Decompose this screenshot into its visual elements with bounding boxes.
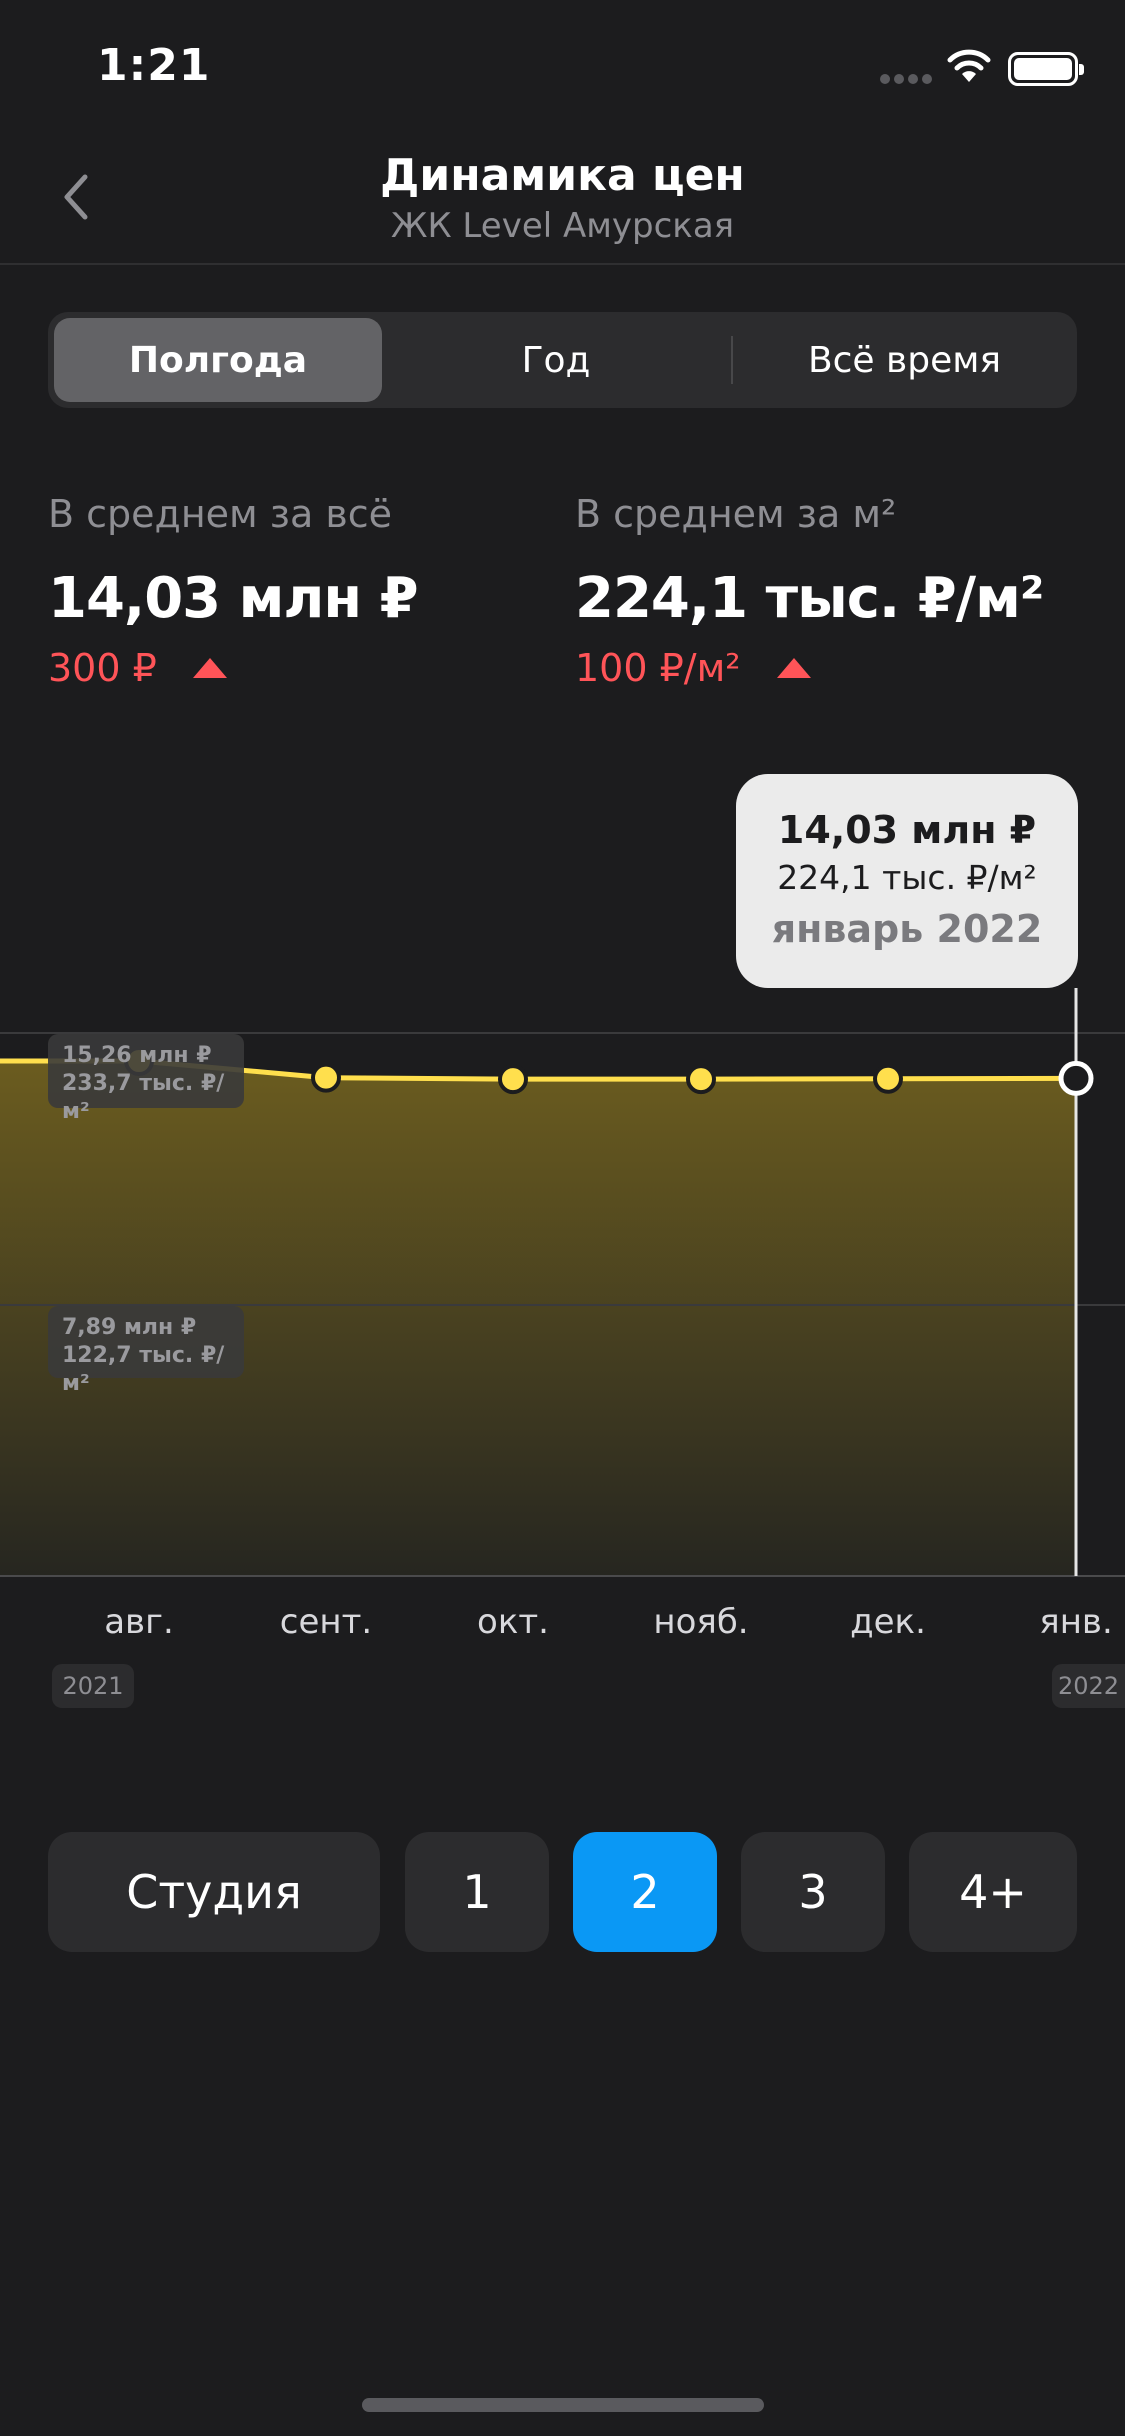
tab-half-year[interactable]: Полгода xyxy=(54,318,382,402)
tab-year[interactable]: Год xyxy=(521,339,591,381)
home-indicator xyxy=(362,2398,764,2412)
room-filter-4plus[interactable]: 4+ xyxy=(909,1832,1077,1952)
scale-label-upper: 15,26 млн ₽ 233,7 тыс. ₽/м² xyxy=(48,1034,244,1124)
average-per-meter-delta-text: 100 ₽/м² xyxy=(575,646,741,690)
status-time: 1:21 xyxy=(97,40,211,91)
chart-point[interactable] xyxy=(873,1063,903,1094)
average-total-delta: 300 ₽ xyxy=(48,646,227,690)
tooltip-per-meter: 224,1 тыс. ₽/м² xyxy=(777,858,1037,897)
x-tick-label: янв. xyxy=(1039,1602,1113,1642)
average-per-meter-delta: 100 ₽/м² xyxy=(575,646,811,690)
year-badge-end: 2022 xyxy=(1052,1664,1125,1708)
page-title: Динамика цен xyxy=(380,150,745,201)
chart-point[interactable] xyxy=(498,1064,528,1095)
scale-label-lower-per-meter: 122,7 тыс. ₽/м² xyxy=(62,1343,225,1396)
tab-all-time[interactable]: Всё время xyxy=(807,339,1002,381)
x-tick-label: авг. xyxy=(104,1602,174,1642)
chart-area-fill xyxy=(0,1061,1076,1576)
average-per-meter-value: 224,1 тыс. ₽/м² xyxy=(575,566,1044,631)
tooltip-date: январь 2022 xyxy=(771,907,1043,951)
average-total-label: В среднем за всё xyxy=(48,492,393,536)
segment-divider xyxy=(731,336,733,384)
scale-label-upper-price: 15,26 млн ₽ xyxy=(62,1043,212,1068)
x-tick-label: окт. xyxy=(477,1602,549,1642)
average-total-delta-text: 300 ₽ xyxy=(48,646,157,690)
chart-point[interactable] xyxy=(311,1062,341,1093)
average-total-value: 14,03 млн ₽ xyxy=(48,566,419,631)
battery-icon xyxy=(1008,52,1084,86)
room-filter-3[interactable]: 3 xyxy=(741,1832,885,1952)
chevron-left-icon xyxy=(64,174,88,220)
room-filter-1[interactable]: 1 xyxy=(405,1832,549,1952)
header-divider xyxy=(0,263,1125,265)
scale-label-lower-price: 7,89 млн ₽ xyxy=(62,1315,197,1340)
arrow-up-icon xyxy=(776,658,811,678)
x-tick-label: нояб. xyxy=(653,1602,749,1642)
x-tick-label: дек. xyxy=(850,1602,926,1642)
scale-label-lower: 7,89 млн ₽ 122,7 тыс. ₽/м² xyxy=(48,1306,244,1396)
period-segmented-control: Полгода Год Всё время xyxy=(48,312,1077,408)
average-per-meter-label: В среднем за м² xyxy=(575,492,897,536)
room-filter-studio[interactable]: Студия xyxy=(48,1832,380,1952)
arrow-up-icon xyxy=(192,658,227,678)
page-subtitle: ЖК Level Амурская xyxy=(390,206,735,246)
wifi-icon xyxy=(947,49,991,82)
chart-point[interactable] xyxy=(686,1064,716,1095)
chart-tooltip: 14,03 млн ₽ 224,1 тыс. ₽/м² январь 2022 xyxy=(736,774,1078,988)
cellular-signal-icon xyxy=(880,74,934,84)
tooltip-price: 14,03 млн ₽ xyxy=(777,808,1037,852)
chart-point-selected[interactable] xyxy=(1058,1060,1094,1096)
x-tick-label: сент. xyxy=(279,1602,373,1642)
room-filter-2[interactable]: 2 xyxy=(573,1832,717,1952)
year-badge-start: 2021 xyxy=(52,1664,134,1708)
scale-label-upper-per-meter: 233,7 тыс. ₽/м² xyxy=(62,1071,225,1124)
back-button[interactable] xyxy=(46,162,106,232)
